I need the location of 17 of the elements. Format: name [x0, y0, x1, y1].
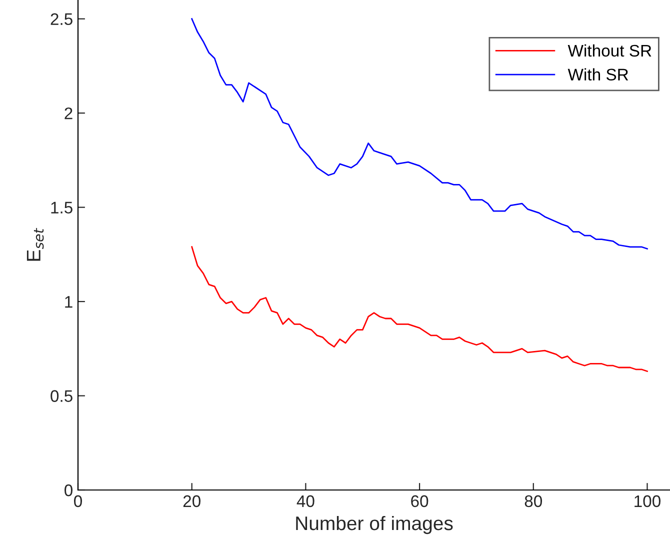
y-tick-label: 1.5 — [51, 202, 72, 214]
x-tick-label: 100 — [634, 495, 660, 508]
x-tick-label: 80 — [524, 495, 542, 508]
x-tick-label: 60 — [411, 495, 428, 508]
y-tick-label: 2 — [64, 107, 72, 120]
y-tick-label: 0 — [64, 484, 72, 496]
y-axis-title: E$_{set}$ — [26, 228, 44, 261]
x-tick-label: 40 — [296, 495, 314, 508]
y-tick-label: 0.5 — [50, 390, 72, 402]
y-tick-label: 1 — [65, 296, 72, 308]
x-axis-title: Number of images — [296, 516, 453, 534]
legend-label: Without SR — [568, 44, 652, 57]
x-tick-label: 20 — [183, 495, 200, 508]
x-tick-label: 0 — [74, 495, 82, 508]
legend-label: With SR — [568, 68, 628, 81]
y-tick-label: 2.5 — [50, 13, 72, 26]
line-series — [191, 246, 648, 372]
